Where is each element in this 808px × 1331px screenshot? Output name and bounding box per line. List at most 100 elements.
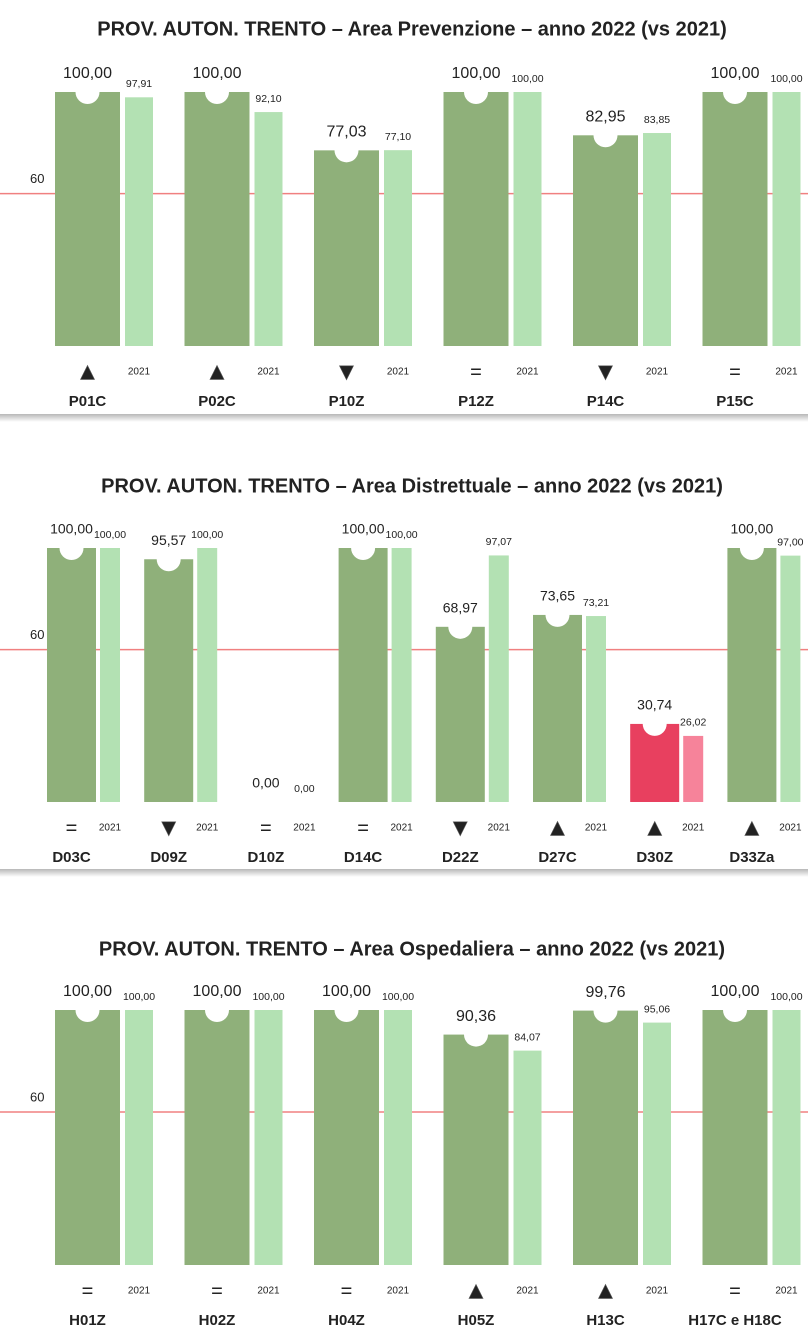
value-label: 100,00 <box>342 521 385 537</box>
trend-symbol: ▲ <box>546 814 570 841</box>
value-label: 77,10 <box>385 131 411 143</box>
bar <box>184 1010 250 1265</box>
x-tick-label: D33Za <box>729 849 775 866</box>
value-label: 30,74 <box>637 697 672 713</box>
x-tick-label: P01C <box>69 393 107 410</box>
bar-notch <box>75 998 100 1022</box>
trend-symbol: = <box>341 1280 353 1302</box>
bar-notch <box>545 602 570 627</box>
trend-symbol: ▲ <box>643 814 667 841</box>
chart-title: PROV. AUTON. TRENTO – Area Ospedaliera –… <box>99 938 725 960</box>
bar-notch <box>464 80 488 104</box>
series-label: 2021 <box>99 823 122 834</box>
value-label: 100,00 <box>452 65 501 82</box>
bar <box>55 92 120 346</box>
bar <box>772 92 801 346</box>
y-tick-label: 60 <box>30 1089 44 1104</box>
series-label: 2021 <box>779 823 802 834</box>
value-label: 95,06 <box>644 1003 670 1015</box>
value-label: 100,00 <box>193 65 242 82</box>
bar-notch <box>464 1022 488 1047</box>
bar <box>573 1010 638 1265</box>
bar-notch <box>334 998 359 1022</box>
value-label: 100,00 <box>50 521 93 537</box>
bar <box>314 1010 379 1265</box>
bar <box>586 616 606 802</box>
bar-notch <box>642 711 667 736</box>
value-label: 100,00 <box>382 991 414 1003</box>
value-label: 83,85 <box>644 114 670 126</box>
value-label: 100,00 <box>730 521 773 537</box>
trend-symbol: ▲ <box>464 1277 488 1304</box>
value-label: 82,95 <box>585 109 625 126</box>
trend-symbol: ▼ <box>448 814 472 841</box>
value-label: 99,76 <box>585 984 625 1001</box>
bar <box>384 1010 412 1265</box>
bar <box>338 548 388 802</box>
series-label: 2021 <box>293 823 316 834</box>
series-label: 2021 <box>128 1286 151 1297</box>
trend-symbol: ▼ <box>157 814 181 841</box>
x-tick-label: H05Z <box>458 1312 495 1329</box>
series-label: 2021 <box>390 823 413 834</box>
trend-symbol: ▲ <box>740 814 764 841</box>
trend-symbol: = <box>729 361 741 383</box>
value-label: 26,02 <box>680 717 706 729</box>
value-label: 77,03 <box>326 124 366 141</box>
x-tick-label: P14C <box>587 393 625 410</box>
x-tick-label: H01Z <box>69 1312 106 1329</box>
bar <box>643 1022 671 1265</box>
bar-notch <box>75 80 100 104</box>
bar-notch <box>205 998 229 1022</box>
value-label: 100,00 <box>123 991 155 1003</box>
bar-notch <box>723 80 747 104</box>
bar <box>254 1010 283 1265</box>
y-tick-label: 60 <box>30 627 44 642</box>
bar <box>184 92 250 346</box>
bar-notch <box>739 536 764 560</box>
series-label: 2021 <box>646 1286 669 1297</box>
bar <box>314 150 379 346</box>
x-tick-label: D09Z <box>150 849 187 866</box>
value-label: 97,07 <box>486 536 512 548</box>
value-label: 100,00 <box>386 529 418 541</box>
x-tick-label: P12Z <box>458 393 494 410</box>
x-tick-label: P02C <box>198 393 236 410</box>
series-label: 2021 <box>775 1286 798 1297</box>
value-label: 100,00 <box>322 983 371 1000</box>
series-label: 2021 <box>646 367 669 378</box>
bar-notch <box>334 138 359 163</box>
series-label: 2021 <box>387 1286 410 1297</box>
value-label: 100,00 <box>711 983 760 1000</box>
series-label: 2021 <box>682 823 705 834</box>
x-tick-label: P10Z <box>329 393 365 410</box>
bar <box>391 548 412 802</box>
bar <box>513 92 542 346</box>
trend-symbol: = <box>66 817 78 839</box>
trend-symbol: ▼ <box>335 358 359 385</box>
bar <box>683 735 704 802</box>
value-label: 100,00 <box>63 983 112 1000</box>
bar <box>100 548 120 802</box>
trend-symbol: ▲ <box>76 358 100 385</box>
bar <box>443 92 509 346</box>
value-label: 100,00 <box>252 991 284 1003</box>
bar <box>384 150 412 346</box>
series-label: 2021 <box>775 367 798 378</box>
value-label: 97,00 <box>777 536 803 548</box>
trend-symbol: = <box>357 817 369 839</box>
trend-symbol: = <box>470 361 482 383</box>
x-tick-label: D10Z <box>248 849 285 866</box>
value-label: 73,21 <box>583 597 609 609</box>
y-tick-label: 60 <box>30 171 44 186</box>
trend-symbol: = <box>211 1280 223 1302</box>
bar-notch <box>351 536 376 560</box>
value-label: 97,91 <box>126 78 152 90</box>
bar <box>144 559 194 802</box>
series-label: 2021 <box>257 1286 280 1297</box>
series-label: 2021 <box>257 367 280 378</box>
value-label: 73,65 <box>540 588 575 604</box>
series-label: 2021 <box>196 823 219 834</box>
